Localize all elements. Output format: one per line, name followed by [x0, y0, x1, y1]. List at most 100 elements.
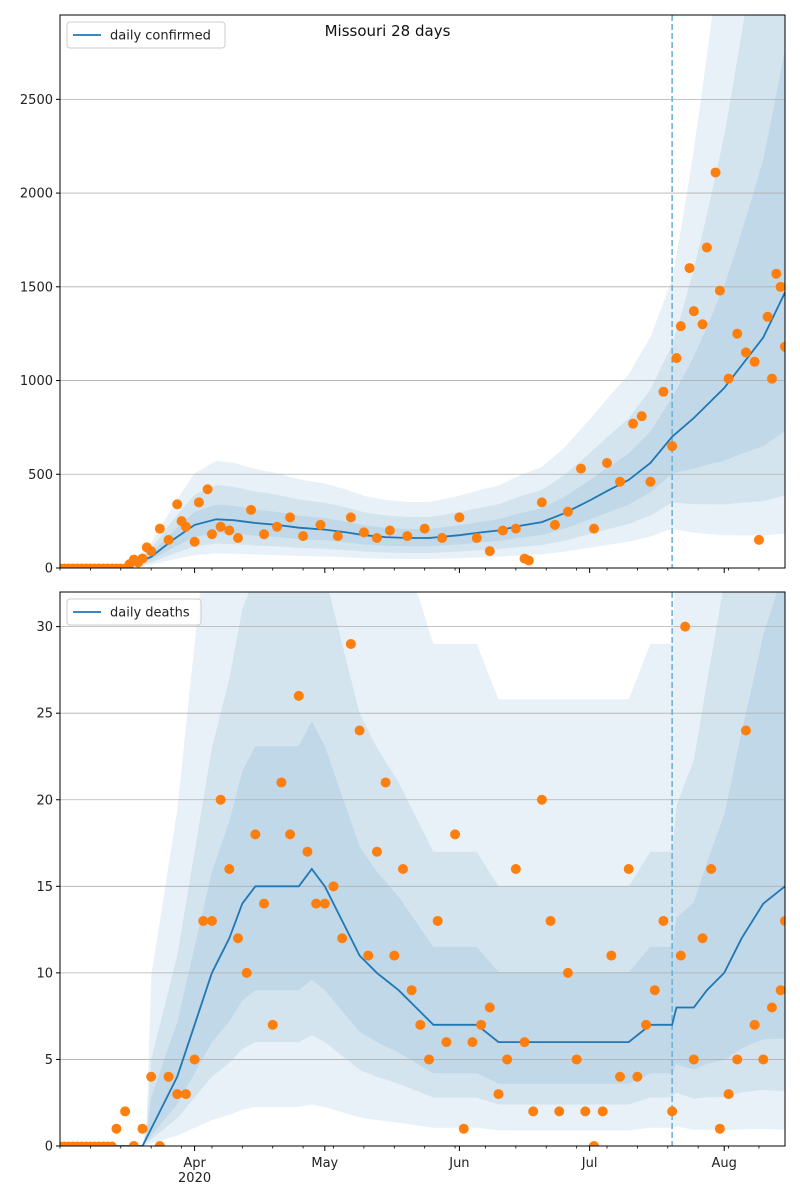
data-point [311, 898, 322, 909]
data-point [575, 463, 586, 474]
data-point [588, 523, 599, 534]
data-point [714, 1123, 725, 1134]
data-point [424, 1054, 435, 1065]
data-point [636, 411, 647, 422]
data-point [740, 725, 751, 736]
data-point [389, 950, 400, 961]
data-point [641, 1019, 652, 1030]
data-point [202, 484, 213, 495]
confidence-band [60, 15, 785, 568]
chart-title: Missouri 28 days [325, 22, 451, 40]
data-point [454, 512, 465, 523]
y-tick-label: 2500 [20, 93, 53, 108]
data-point [276, 777, 287, 788]
y-tick-label: 30 [36, 620, 53, 635]
data-point [753, 534, 764, 545]
data-point [419, 523, 430, 534]
data-point [623, 864, 634, 874]
data-point [554, 1106, 565, 1117]
confidence-band [60, 592, 785, 1146]
data-point [545, 915, 556, 926]
data-point [215, 521, 226, 532]
data-point [180, 1089, 191, 1100]
legend-box [66, 21, 226, 49]
data-point [232, 933, 243, 944]
data-point [684, 263, 695, 274]
data-point [632, 1071, 643, 1082]
data-point [780, 341, 785, 352]
data-point [615, 1071, 626, 1082]
data-point [701, 242, 712, 253]
data-point [107, 1141, 117, 1146]
y-tick-label: 25 [36, 707, 53, 722]
y-tick-label: 500 [28, 468, 53, 483]
data-point [154, 523, 165, 534]
data-point [775, 985, 785, 996]
data-point [111, 1123, 122, 1134]
data-point [224, 864, 235, 874]
data-point [723, 1089, 734, 1100]
data-point [493, 1089, 504, 1100]
data-point [206, 915, 217, 926]
data-point [146, 546, 157, 557]
data-point [172, 499, 183, 510]
data-point [193, 497, 204, 508]
data-point [471, 533, 482, 544]
data-point [528, 1106, 539, 1117]
data-point [667, 1106, 678, 1117]
data-point [523, 555, 534, 566]
data-point [363, 950, 374, 961]
y-tick-label: 0 [45, 1140, 53, 1155]
data-point [649, 985, 660, 996]
confidence-band [60, 592, 785, 1146]
y-tick-label: 5 [45, 1053, 53, 1068]
data-point [137, 553, 148, 564]
data-point [437, 533, 448, 544]
data-point [250, 829, 261, 840]
data-point [120, 563, 130, 568]
data-point [510, 864, 521, 874]
data-point [384, 525, 395, 536]
data-point [450, 829, 461, 840]
data-point [397, 864, 408, 874]
data-point [259, 898, 270, 909]
y-tick-label: 1000 [20, 374, 53, 389]
series-line [60, 292, 785, 568]
series-line [60, 867, 785, 1146]
data-point [775, 281, 785, 292]
data-point [732, 1054, 743, 1065]
data-point [458, 1123, 469, 1134]
data-point [749, 356, 760, 367]
data-point [710, 167, 721, 178]
data-point [688, 1054, 699, 1065]
data-point [371, 846, 382, 857]
legend-label: daily confirmed [110, 29, 211, 44]
data-point [740, 347, 751, 358]
data-point [293, 690, 304, 701]
data-point [406, 985, 417, 996]
data-point [671, 353, 682, 364]
legend-label: daily deaths [110, 606, 190, 621]
data-point [241, 967, 252, 978]
legend-box [66, 598, 202, 626]
axes-frame [59, 591, 786, 1147]
data-point [467, 1037, 478, 1048]
data-point [328, 881, 339, 892]
data-point [723, 373, 734, 384]
data-point [120, 1106, 131, 1117]
data-point [267, 1019, 278, 1030]
data-point [606, 950, 617, 961]
y-tick-label: 10 [36, 966, 53, 981]
y-tick-label: 15 [36, 880, 53, 895]
data-point [285, 829, 296, 840]
data-point [732, 328, 743, 339]
data-point [667, 441, 678, 452]
y-tick-label: 0 [45, 562, 53, 577]
plot-area [60, 592, 785, 1146]
data-point [602, 458, 613, 469]
data-point [380, 777, 391, 788]
data-point [332, 531, 343, 542]
data-point [476, 1019, 487, 1030]
data-point [206, 529, 217, 540]
data-point [172, 1089, 183, 1100]
